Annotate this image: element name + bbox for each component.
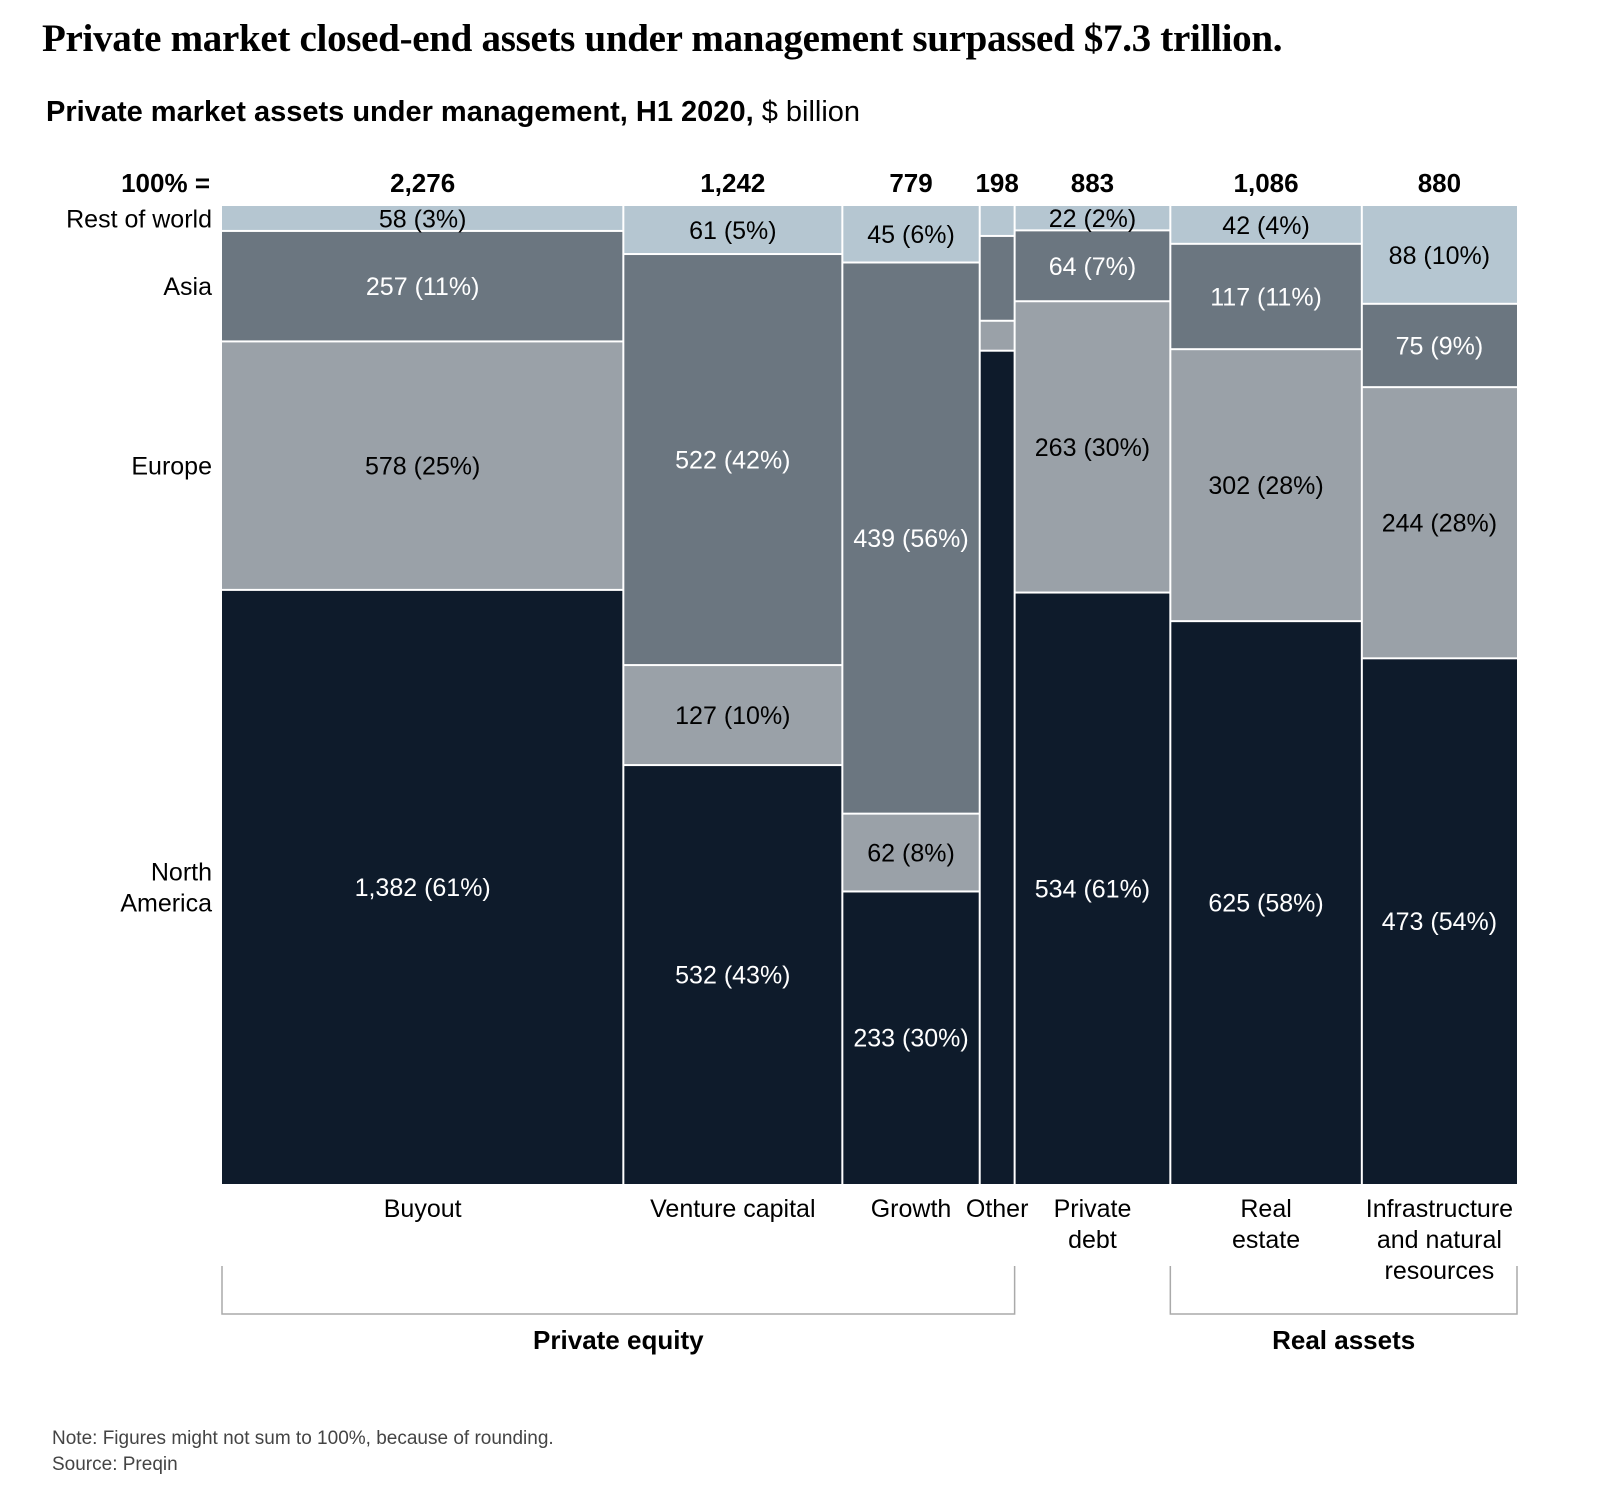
category-labels-layer: Buyout Venture capital Growth Other Private d…	[384, 1195, 1513, 1285]
segment-buyout-rest-of-world	[222, 206, 623, 230]
segment-infrastructure-and-natural-resources-north-america	[1362, 659, 1517, 1184]
segment-label-infrastructure-and-natural-resources-rest-of-world: 88 (10%)	[1389, 242, 1490, 270]
region-label-europe: Europe	[131, 453, 212, 481]
segment-label-growth-europe: 62 (8%)	[867, 840, 955, 868]
category-label-buyout: Buyout	[384, 1195, 462, 1223]
column-totals-layer: 2,276 1,242 779 198 883 1,086 880 100% =	[121, 168, 1461, 198]
segment-venture-capital-rest-of-world	[624, 206, 842, 254]
segment-growth-rest-of-world	[843, 206, 979, 262]
group-label-private-equity: Private equity	[533, 1325, 704, 1355]
footnote: Note: Figures might not sum to 100%, bec…	[52, 1426, 554, 1478]
segment-real-estate-asia	[1171, 244, 1361, 349]
segment-label-private-debt-north-america: 534 (61%)	[1035, 875, 1150, 903]
segment-labels-layer: 1,382 (61%) 578 (25%) 257 (11%) 58 (3%) 532 …	[355, 205, 1498, 1053]
segment-other-rest-of-world	[980, 206, 1014, 235]
category-label-other: Other	[966, 1195, 1029, 1223]
segment-venture-capital-europe	[624, 666, 842, 765]
segment-label-venture-capital-europe: 127 (10%)	[675, 702, 790, 730]
category-label-growth: Growth	[871, 1195, 952, 1223]
category-label-infrastructure-and-natural-resources: resources	[1385, 1257, 1495, 1285]
segment-label-private-debt-rest-of-world: 22 (2%)	[1049, 205, 1137, 233]
group-bracket-real-assets	[1169, 1266, 1518, 1315]
segment-label-venture-capital-asia: 522 (42%)	[675, 447, 790, 475]
segment-label-growth-asia: 439 (56%)	[853, 525, 968, 553]
column-total-buyout: 2,276	[390, 168, 455, 198]
category-label-infrastructure-and-natural-resources: Infrastructure	[1366, 1195, 1513, 1223]
segment-private-debt-north-america	[1015, 593, 1170, 1184]
chart-subtitle: Private market assets under management, …	[46, 96, 860, 129]
segment-buyout-north-america	[222, 590, 623, 1184]
source-text: Source: Preqin	[52, 1454, 178, 1475]
segment-label-buyout-europe: 578 (25%)	[365, 453, 480, 481]
segment-other-north-america	[980, 351, 1014, 1184]
group-label-real-assets: Real assets	[1272, 1325, 1415, 1355]
segment-private-debt-asia	[1015, 231, 1170, 301]
column-total-infrastructure-and-natural-resources: 880	[1418, 168, 1461, 198]
segment-label-real-estate-europe: 302 (28%)	[1208, 472, 1323, 500]
segment-growth-north-america	[843, 892, 979, 1184]
column-total-growth: 779	[889, 168, 932, 198]
region-labels-layer: Rest of world Asia Europe North America	[66, 205, 212, 917]
category-label-real-estate: estate	[1232, 1226, 1300, 1254]
segment-infrastructure-and-natural-resources-europe	[1362, 388, 1517, 658]
segment-label-infrastructure-and-natural-resources-north-america: 473 (54%)	[1382, 908, 1497, 936]
segment-label-real-estate-rest-of-world: 42 (4%)	[1222, 212, 1310, 240]
category-label-private-debt: debt	[1068, 1226, 1117, 1254]
segment-growth-europe	[843, 814, 979, 891]
region-label-asia: Asia	[163, 273, 212, 301]
segment-private-debt-rest-of-world	[1015, 206, 1170, 230]
category-label-infrastructure-and-natural-resources: and natural	[1377, 1226, 1502, 1254]
segment-other-europe	[980, 321, 1014, 350]
segment-label-venture-capital-north-america: 532 (43%)	[675, 962, 790, 990]
segment-infrastructure-and-natural-resources-asia	[1362, 304, 1517, 387]
segment-label-real-estate-asia: 117 (11%)	[1210, 284, 1322, 312]
region-label-north-america: America	[120, 889, 212, 917]
segment-real-estate-rest-of-world	[1171, 206, 1361, 243]
group-bracket-private-equity	[221, 1266, 1016, 1315]
segment-label-venture-capital-rest-of-world: 61 (5%)	[689, 217, 777, 245]
total-label: 100% =	[121, 168, 210, 198]
segment-label-private-debt-asia: 64 (7%)	[1049, 253, 1137, 281]
category-label-real-estate: Real	[1240, 1195, 1291, 1223]
region-label-north-america: North	[151, 858, 212, 886]
subtitle-text: Private market assets under management, …	[46, 96, 754, 128]
segment-growth-asia	[843, 263, 979, 813]
group-brackets-layer: Private equity Real assets	[221, 1266, 1518, 1355]
column-total-other: 198	[975, 168, 1018, 198]
segment-infrastructure-and-natural-resources-rest-of-world	[1362, 206, 1517, 303]
region-label-rest-of-world: Rest of world	[66, 205, 212, 233]
segment-venture-capital-north-america	[624, 766, 842, 1184]
note-text: Note: Figures might not sum to 100%, bec…	[52, 1428, 554, 1449]
segment-label-infrastructure-and-natural-resources-asia: 75 (9%)	[1396, 332, 1484, 360]
segments-layer	[222, 206, 1517, 1184]
segment-label-real-estate-north-america: 625 (58%)	[1208, 890, 1323, 918]
segment-label-growth-north-america: 233 (30%)	[853, 1025, 968, 1053]
segment-label-buyout-rest-of-world: 58 (3%)	[379, 205, 467, 233]
column-total-venture-capital: 1,242	[700, 168, 765, 198]
segment-venture-capital-asia	[624, 255, 842, 665]
segment-private-debt-europe	[1015, 302, 1170, 592]
segment-buyout-europe	[222, 342, 623, 589]
category-label-venture-capital: Venture capital	[650, 1195, 815, 1223]
segment-label-buyout-north-america: 1,382 (61%)	[355, 874, 491, 902]
segment-label-private-debt-europe: 263 (30%)	[1035, 434, 1150, 462]
segment-buyout-asia	[222, 231, 623, 341]
chart-headline: Private market closed-end assets under m…	[42, 17, 1283, 60]
segment-real-estate-north-america	[1171, 622, 1361, 1184]
segment-label-infrastructure-and-natural-resources-europe: 244 (28%)	[1382, 510, 1497, 538]
column-total-private-debt: 883	[1071, 168, 1114, 198]
subtitle-unit: $ billion	[761, 96, 861, 128]
segment-real-estate-europe	[1171, 350, 1361, 621]
column-total-real-estate: 1,086	[1234, 168, 1299, 198]
segment-other-asia	[980, 236, 1014, 320]
segment-label-buyout-asia: 257 (11%)	[366, 273, 480, 301]
category-label-private-debt: Private	[1054, 1195, 1132, 1223]
segment-label-growth-rest-of-world: 45 (6%)	[867, 221, 955, 249]
